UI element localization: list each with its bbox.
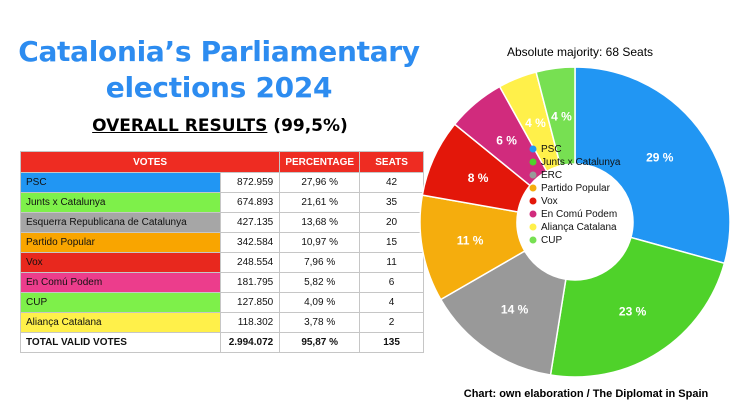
- legend-swatch: [529, 223, 537, 231]
- subtitle-main: OVERALL RESULTS: [92, 116, 268, 136]
- legend-label: En Comú Podem: [541, 209, 617, 220]
- results-subtitle: OVERALL RESULTS (99,5%): [20, 116, 420, 136]
- legend-label: Vox: [541, 196, 558, 207]
- votes-cell: 181.795: [220, 272, 281, 293]
- votes-cell: 118.302: [220, 312, 281, 333]
- party-name-cell: Junts x Catalunya: [19, 192, 222, 213]
- percentage-cell: 5,82 %: [279, 272, 361, 293]
- table-row: CUP 127.850 4,09 % 4: [19, 292, 424, 313]
- table-row: Junts x Catalunya 674.893 21,61 % 35: [19, 192, 424, 213]
- legend-label: Junts x Catalunya: [541, 157, 621, 168]
- table-row: PSC 872.959 27,96 % 42: [19, 172, 424, 193]
- table-row: Vox 248.554 7,96 % 11: [19, 252, 424, 273]
- slice-value-label: 23 %: [619, 305, 647, 319]
- slice-value-label: 4 %: [551, 109, 572, 123]
- seats-donut-chart: 29 % 23 % 14 % 11 % 8 % 6 % 4 % 4 % PSC Junts x …: [419, 66, 731, 378]
- chart-legend: PSC Junts x Catalunya ERC Partido Popular Vo…: [529, 144, 621, 246]
- table-row: Partido Popular 342.584 10,97 % 15: [19, 232, 424, 253]
- votes-cell: 872.959: [220, 172, 281, 193]
- legend-swatch: [529, 210, 537, 218]
- legend-label: CUP: [541, 235, 562, 246]
- legend-label: ERC: [541, 170, 562, 181]
- donut-slice-labels: 29 % 23 % 14 % 11 % 8 % 6 % 4 % 4 %: [457, 109, 674, 318]
- chart-title: Absolute majority: 68 Seats: [506, 45, 654, 59]
- legend-swatch: [529, 197, 537, 205]
- slice-value-label: 6 %: [496, 133, 517, 147]
- party-name-cell: En Comú Podem: [19, 272, 222, 293]
- votes-cell: 342.584: [220, 232, 281, 253]
- party-name-cell: Vox: [19, 252, 222, 273]
- table-total-row: TOTAL VALID VOTES 2.994.072 95,87 % 135: [19, 332, 424, 353]
- slice-value-label: 29 %: [646, 151, 674, 165]
- percentage-cell: 13,68 %: [279, 212, 361, 233]
- table-body: PSC 872.959 27,96 % 42 Junts x Catalunya 674.…: [19, 172, 424, 353]
- table-row: En Comú Podem 181.795 5,82 % 6: [19, 272, 424, 293]
- votes-cell: 127.850: [220, 292, 281, 313]
- title-line-1: Catalonia’s Parliamentary: [18, 35, 420, 68]
- seats-cell: 2: [359, 312, 424, 333]
- percentage-cell: 3,78 %: [279, 312, 361, 333]
- party-name-cell: CUP: [19, 292, 222, 313]
- percentage-cell: 7,96 %: [279, 252, 361, 273]
- total-seats-cell: 135: [359, 332, 424, 353]
- party-name-cell: Aliança Catalana: [19, 312, 222, 333]
- donut-slice-cup: [535, 66, 576, 167]
- column-header-seats: SEATS: [359, 151, 424, 173]
- column-header-votes: VOTES: [19, 151, 281, 173]
- column-header-percentage: PERCENTAGE: [279, 151, 361, 173]
- total-votes-cell: 2.994.072: [220, 332, 281, 353]
- page-title: Catalonia’s Parliamentary elections 2024: [14, 34, 424, 106]
- party-name-cell: PSC: [19, 172, 222, 193]
- legend-swatch: [529, 236, 537, 244]
- party-name-cell: Partido Popular: [19, 232, 222, 253]
- legend-label: Partido Popular: [541, 183, 611, 194]
- votes-cell: 427.135: [220, 212, 281, 233]
- table-header-row: VOTES PERCENTAGE SEATS: [19, 151, 424, 173]
- legend-label: Aliança Catalana: [541, 222, 617, 233]
- percentage-cell: 21,61 %: [279, 192, 361, 213]
- legend-swatch: [529, 184, 537, 192]
- title-line-2: elections 2024: [105, 71, 333, 104]
- subtitle-percentage: (99,5%): [273, 116, 348, 136]
- legend-swatch: [529, 145, 537, 153]
- results-table: VOTES PERCENTAGE SEATS PSC 872.959 27,96 %…: [19, 151, 424, 353]
- percentage-cell: 10,97 %: [279, 232, 361, 253]
- donut-slices: [419, 66, 731, 378]
- table-row: Aliança Catalana 118.302 3,78 % 2: [19, 312, 424, 333]
- percentage-cell: 4,09 %: [279, 292, 361, 313]
- donut-slice-psc: [574, 66, 731, 265]
- percentage-cell: 27,96 %: [279, 172, 361, 193]
- table-row: Esquerra Republicana de Catalunya 427.135…: [19, 212, 424, 233]
- legend-label: PSC: [541, 144, 562, 155]
- party-name-cell: Esquerra Republicana de Catalunya: [19, 212, 222, 233]
- slice-value-label: 11 %: [457, 233, 484, 247]
- legend-swatch: [529, 171, 537, 179]
- votes-cell: 248.554: [220, 252, 281, 273]
- legend-swatch: [529, 158, 537, 166]
- slice-value-label: 14 %: [501, 303, 529, 317]
- total-label-cell: TOTAL VALID VOTES: [19, 332, 222, 353]
- total-percentage-cell: 95,87 %: [279, 332, 361, 353]
- chart-credit: Chart: own elaboration / The Diplomat in…: [463, 388, 709, 400]
- votes-cell: 674.893: [220, 192, 281, 213]
- slice-value-label: 4 %: [525, 116, 546, 130]
- donut-slice-junts-x-catalunya: [549, 236, 726, 378]
- slice-value-label: 8 %: [468, 171, 489, 185]
